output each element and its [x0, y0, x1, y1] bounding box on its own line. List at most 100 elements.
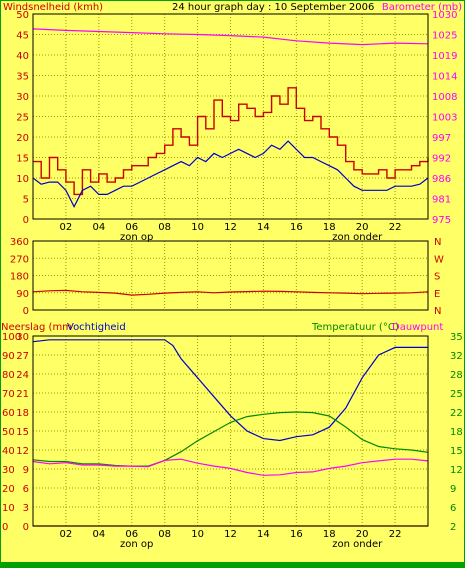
humidity-tick-label: 10: [2, 503, 15, 514]
wind-tick-label: 45: [16, 31, 29, 42]
direction-axis: 0 90 180 270 360: [10, 237, 29, 317]
barometer-tick-label: 981: [432, 195, 451, 206]
rain-tick-label: 6: [23, 484, 29, 495]
wind-tick-label: 5: [23, 195, 29, 206]
rain-tick-label: 24: [16, 370, 29, 381]
wind-panel-series: [32, 28, 429, 209]
compass-letter: W: [434, 254, 444, 265]
barometer-tick-label: 1019: [432, 51, 457, 62]
direction-tick-label: 360: [10, 237, 29, 248]
temperature-tick-label: 35: [450, 332, 463, 343]
humidity-tick-label: 30: [2, 465, 15, 476]
temperature-tick-label: 32: [450, 351, 463, 362]
barometer-axis: 975 981 986 992 997 1003 1008 1014 1019 1025 1030: [432, 10, 457, 226]
wind-tick-label: 20: [16, 133, 29, 144]
humidity-tick-label: 0: [2, 522, 8, 533]
direction-tick-label: 0: [23, 306, 29, 317]
hour-tick-label: 10: [191, 222, 204, 233]
wind-tick-label: 30: [16, 92, 29, 103]
temperature-axis: 2 6 9 12 15 18 22 25 28 32 35: [450, 332, 463, 533]
rain-tick-label: 9: [23, 465, 29, 476]
hour-tick-label: 18: [323, 529, 336, 540]
barometer-line: [32, 28, 429, 46]
humidity-panel-hour-axis: 02 04 06 08 10 12 14 16 18 20 22: [60, 529, 402, 540]
rain-tick-label: 18: [16, 408, 29, 419]
temperature-tick-label: 9: [450, 484, 456, 495]
temperature-tick-label: 18: [450, 427, 463, 438]
temperature-label: Temperatuur (°C): [311, 322, 399, 333]
direction-panel-frame: [32, 240, 429, 311]
barometer-label: Barometer (mb): [382, 2, 462, 13]
hour-tick-label: 20: [356, 529, 369, 540]
hour-tick-label: 12: [224, 222, 237, 233]
temperature-tick-label: 28: [450, 370, 463, 381]
barometer-tick-label: 1030: [432, 10, 457, 21]
sunrise-label-lower: zon op: [120, 539, 153, 550]
wind-tick-label: 15: [16, 154, 29, 165]
barometer-tick-label: 992: [432, 154, 451, 165]
wind-tick-label: 40: [16, 51, 29, 62]
rain-axis: 0 3 6 9 12 15 18 21 24 27 30: [16, 332, 29, 533]
direction-panel-grid: [33, 241, 428, 310]
compass-letter: S: [434, 272, 440, 283]
compass-letter: N: [434, 306, 441, 317]
rain-label: Neerslag (mm: [1, 322, 72, 333]
hour-tick-label: 22: [389, 529, 402, 540]
direction-panel-series: [32, 289, 429, 296]
hour-tick-label: 10: [191, 529, 204, 540]
hour-tick-label: 18: [323, 222, 336, 233]
barometer-tick-label: 1014: [432, 72, 457, 83]
temperature-tick-label: 2: [450, 522, 456, 533]
humidity-tick-label: 60: [2, 408, 15, 419]
temperature-tick-label: 25: [450, 389, 463, 400]
humidity-panel-frame: [32, 335, 429, 527]
sunrise-label: zon op: [120, 232, 153, 243]
compass-letter: E: [434, 289, 440, 300]
temperature-tick-label: 22: [450, 408, 463, 419]
hour-tick-label: 04: [92, 222, 105, 233]
wind-tick-label: 25: [16, 113, 29, 124]
hour-tick-label: 14: [257, 529, 270, 540]
barometer-tick-label: 1008: [432, 92, 457, 103]
hour-tick-label: 06: [125, 529, 138, 540]
compass-letter: N: [434, 237, 441, 248]
hour-tick-label: 22: [389, 222, 402, 233]
humidity-tick-label: 50: [2, 427, 15, 438]
barometer-tick-label: 997: [432, 133, 451, 144]
hour-tick-label: 04: [92, 529, 105, 540]
hour-tick-label: 12: [224, 529, 237, 540]
wind-tick-label: 10: [16, 174, 29, 185]
dewpoint-label: Dauwpunt: [392, 322, 443, 333]
sunset-label: zon onder: [332, 232, 383, 243]
temperature-tick-label: 15: [450, 446, 463, 457]
humidity-label: Vochtigheid: [67, 322, 126, 333]
barometer-tick-label: 975: [432, 215, 451, 226]
wind-panel-frame: [32, 13, 429, 220]
humidity-tick-label: 20: [2, 484, 15, 495]
humidity-tick-label: 80: [2, 370, 15, 381]
hour-tick-label: 02: [60, 222, 73, 233]
hour-tick-label: 16: [290, 222, 303, 233]
wind-speed-line: [32, 140, 429, 209]
temperature-tick-label: 6: [450, 503, 456, 514]
wind-tick-label: 50: [16, 10, 29, 21]
barometer-tick-label: 986: [432, 174, 451, 185]
rain-tick-label: 3: [23, 503, 29, 514]
humidity-axis: 0 10 20 30 40 50 60 70 80 90 100: [2, 332, 21, 533]
hour-tick-label: 02: [60, 529, 73, 540]
rain-tick-label: 30: [16, 332, 29, 343]
wind-speed-axis: 0 5 10 15 20 25 30 35 40 45 50: [16, 10, 29, 226]
hour-tick-label: 20: [356, 222, 369, 233]
humidity-line: [32, 339, 428, 442]
direction-tick-label: 270: [10, 254, 29, 265]
wind-direction-line: [32, 289, 429, 296]
wind-panel-hour-axis: 02 04 06 08 10 12 14 16 18 20 22: [60, 222, 402, 233]
rain-tick-label: 27: [16, 351, 29, 362]
wind-tick-label: 0: [23, 215, 29, 226]
direction-tick-label: 90: [16, 289, 29, 300]
rain-tick-label: 15: [16, 427, 29, 438]
